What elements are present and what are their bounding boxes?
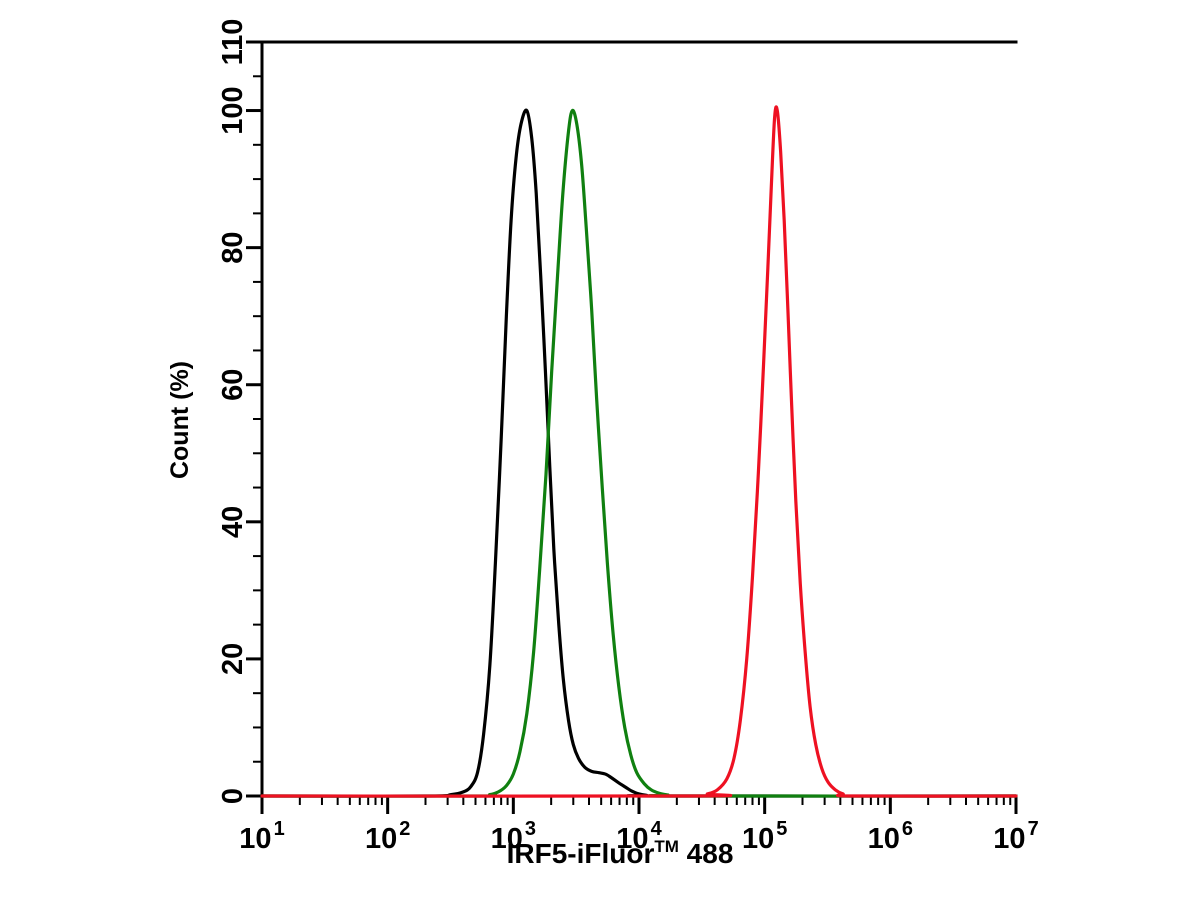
y-axis-title: Count (%): [166, 361, 194, 479]
y-tick-label: 40: [217, 506, 249, 538]
x-tick-label: 10 3: [491, 818, 536, 855]
x-tick-label: 10 1: [239, 818, 284, 855]
x-axis-tick-labels: 10 1 10 2 10 3 10 4 10 5 10 6 10 7: [239, 818, 1038, 855]
y-tick-label: 110: [217, 19, 249, 66]
y-tick-label: 60: [217, 369, 249, 401]
y-tick-label: 20: [217, 643, 249, 675]
series-curve-unstained-control: [260, 108, 1018, 798]
y-tick-label: 100: [217, 86, 249, 134]
y-axis-ticks: [246, 40, 262, 798]
x-tick-label: 10 6: [868, 818, 913, 855]
y-axis-tick-labels: 0 20 40 60 80 100 110: [217, 19, 249, 804]
y-axis-title-text: Count (%): [166, 361, 194, 479]
y-tick-label: 0: [217, 788, 249, 804]
x-axis-title: IRF5-iFluorTM 488: [507, 837, 734, 869]
x-tick-label: 10 7: [993, 818, 1038, 855]
x-axis-title-superscript: TM: [654, 837, 679, 856]
series-curve-isotype-control: [260, 108, 1018, 798]
x-axis-title-main: IRF5-iFluor: [507, 838, 655, 869]
series-curves: [260, 105, 1018, 798]
series-curve-irf5-stained: [260, 105, 1018, 798]
x-tick-label: 10 4: [616, 818, 662, 855]
x-tick-label: 10 5: [742, 818, 787, 855]
y-tick-label: 80: [217, 232, 249, 264]
x-axis-title-tail: 488: [679, 838, 734, 869]
x-axis-title-text: IRF5-iFluorTM 488: [507, 837, 734, 869]
x-tick-label: 10 2: [365, 818, 410, 855]
